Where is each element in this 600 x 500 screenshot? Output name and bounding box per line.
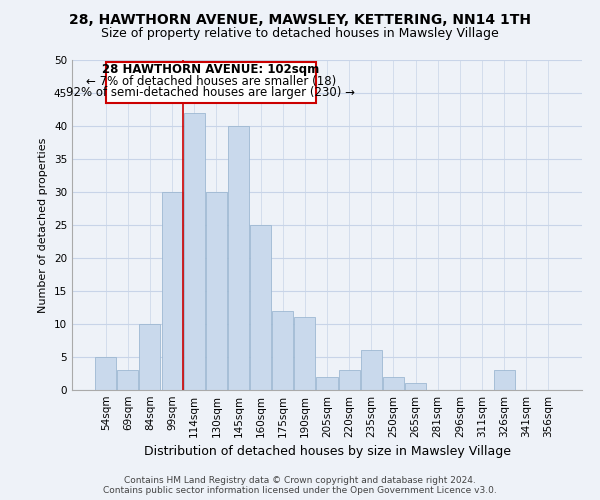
Text: ← 7% of detached houses are smaller (18): ← 7% of detached houses are smaller (18) (86, 74, 336, 88)
Bar (118, 370, 139, 390)
Text: Size of property relative to detached houses in Mawsley Village: Size of property relative to detached ho… (101, 28, 499, 40)
Bar (228, 126, 249, 390)
Bar (184, 113, 205, 390)
Bar (250, 225, 271, 390)
X-axis label: Distribution of detached houses by size in Mawsley Village: Distribution of detached houses by size … (143, 446, 511, 458)
Bar (272, 311, 293, 390)
Bar (95, 357, 116, 390)
FancyBboxPatch shape (106, 62, 316, 103)
Bar (316, 377, 338, 390)
Bar (295, 318, 316, 390)
Bar (139, 324, 160, 390)
Text: Contains public sector information licensed under the Open Government Licence v3: Contains public sector information licen… (103, 486, 497, 495)
Bar (338, 370, 359, 390)
Bar (494, 370, 515, 390)
Bar (361, 350, 382, 390)
Text: 92% of semi-detached houses are larger (230) →: 92% of semi-detached houses are larger (… (67, 86, 355, 100)
Text: 28 HAWTHORN AVENUE: 102sqm: 28 HAWTHORN AVENUE: 102sqm (102, 64, 319, 76)
Bar (161, 192, 182, 390)
Bar (405, 384, 426, 390)
Bar (206, 192, 227, 390)
Y-axis label: Number of detached properties: Number of detached properties (38, 138, 49, 312)
Bar (383, 377, 404, 390)
Text: Contains HM Land Registry data © Crown copyright and database right 2024.: Contains HM Land Registry data © Crown c… (124, 476, 476, 485)
Text: 28, HAWTHORN AVENUE, MAWSLEY, KETTERING, NN14 1TH: 28, HAWTHORN AVENUE, MAWSLEY, KETTERING,… (69, 12, 531, 26)
